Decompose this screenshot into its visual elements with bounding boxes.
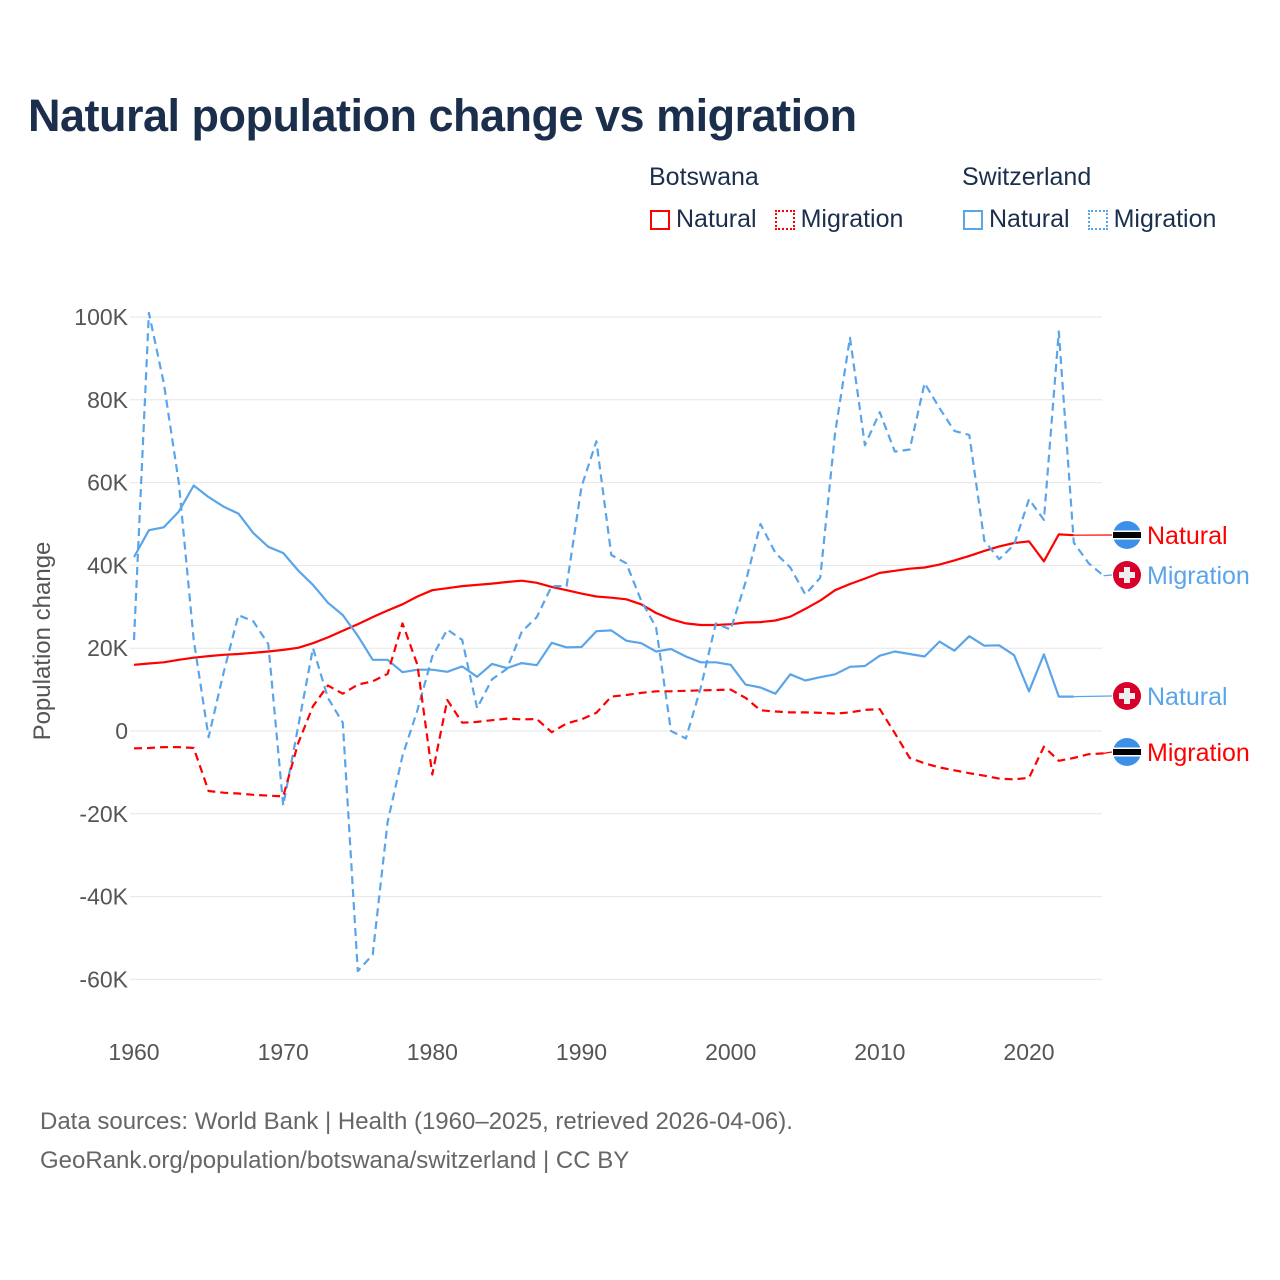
y-tick-label: 80K	[87, 387, 129, 413]
x-tick-label: 2000	[705, 1039, 756, 1065]
series-line-botswana-migration	[133, 622, 1104, 798]
x-tick-label: 1970	[258, 1039, 309, 1065]
end-label-connector	[1073, 695, 1113, 698]
y-tick-label: 40K	[87, 552, 129, 578]
switzerland-flag-icon	[1113, 682, 1141, 710]
x-tick-label: 1960	[108, 1039, 159, 1065]
legend-group-switzerland: Switzerland	[962, 163, 1092, 191]
legend-item-switzerland-natural[interactable]: Natural	[963, 205, 1070, 234]
series-line-botswana-natural	[133, 533, 1074, 666]
y-axis-ticks: 100K 80K 60K 40K 20K 0 -20K -40K -60K	[74, 304, 128, 992]
legend-botswana-items: Natural Migration	[650, 205, 903, 234]
y-axis-label: Population change	[29, 542, 56, 741]
source-line-1: Data sources: World Bank | Health (1960–…	[40, 1108, 793, 1135]
legend-label: Natural	[676, 205, 757, 233]
end-labels: Natural Migration Natural Migration	[1073, 521, 1250, 767]
legend-group-botswana: Botswana	[649, 163, 759, 191]
flag-stripe-black	[1113, 749, 1141, 755]
flag-cross-h	[1119, 693, 1135, 699]
chart-title: Natural population change vs migration	[28, 90, 857, 141]
end-label-connector	[1103, 574, 1113, 577]
switzerland-flag-icon	[1113, 561, 1141, 589]
botswana-flag-icon	[1113, 521, 1141, 549]
flag-cross-h	[1119, 572, 1135, 578]
y-tick-label: 100K	[74, 304, 128, 330]
legend-switzerland-items: Natural Migration	[963, 205, 1216, 234]
y-tick-label: 60K	[87, 470, 129, 496]
series-line-switzerland-migration	[132, 311, 1105, 973]
legend-label: Migration	[800, 205, 904, 233]
x-axis-ticks: 1960 1970 1980 1990 2000 2010 2020	[108, 1039, 1054, 1065]
end-label: Migration	[1147, 562, 1250, 590]
dotted-swatch-icon	[774, 209, 795, 230]
series-line-switzerland-natural	[133, 484, 1074, 698]
series-lines	[132, 311, 1105, 973]
x-tick-label: 1980	[407, 1039, 458, 1065]
source-line-2[interactable]: GeoRank.org/population/botswana/switzerl…	[40, 1147, 630, 1174]
x-tick-label: 1990	[556, 1039, 607, 1065]
y-tick-label: 0	[115, 718, 128, 744]
legend-item-botswana-natural[interactable]: Natural	[650, 205, 757, 234]
end-label: Migration	[1147, 739, 1250, 767]
end-label-connector	[1103, 751, 1113, 754]
solid-swatch-icon	[650, 209, 670, 230]
y-tick-label: 20K	[87, 635, 129, 661]
legend-label: Migration	[1113, 205, 1217, 233]
legend-label: Natural	[989, 205, 1070, 233]
solid-swatch-icon	[963, 209, 983, 230]
end-label: Natural	[1147, 522, 1228, 550]
x-tick-label: 2020	[1003, 1039, 1054, 1065]
y-tick-label: -20K	[79, 801, 128, 827]
x-tick-label: 2010	[854, 1039, 905, 1065]
dotted-swatch-icon	[1087, 209, 1108, 230]
y-tick-label: -40K	[79, 884, 128, 910]
botswana-flag-icon	[1113, 738, 1141, 766]
legend-item-switzerland-migration[interactable]: Migration	[1087, 205, 1217, 234]
end-label: Natural	[1147, 683, 1228, 711]
legend-item-botswana-migration[interactable]: Migration	[774, 205, 904, 234]
flag-stripe-black	[1113, 532, 1141, 538]
y-tick-label: -60K	[79, 966, 128, 992]
